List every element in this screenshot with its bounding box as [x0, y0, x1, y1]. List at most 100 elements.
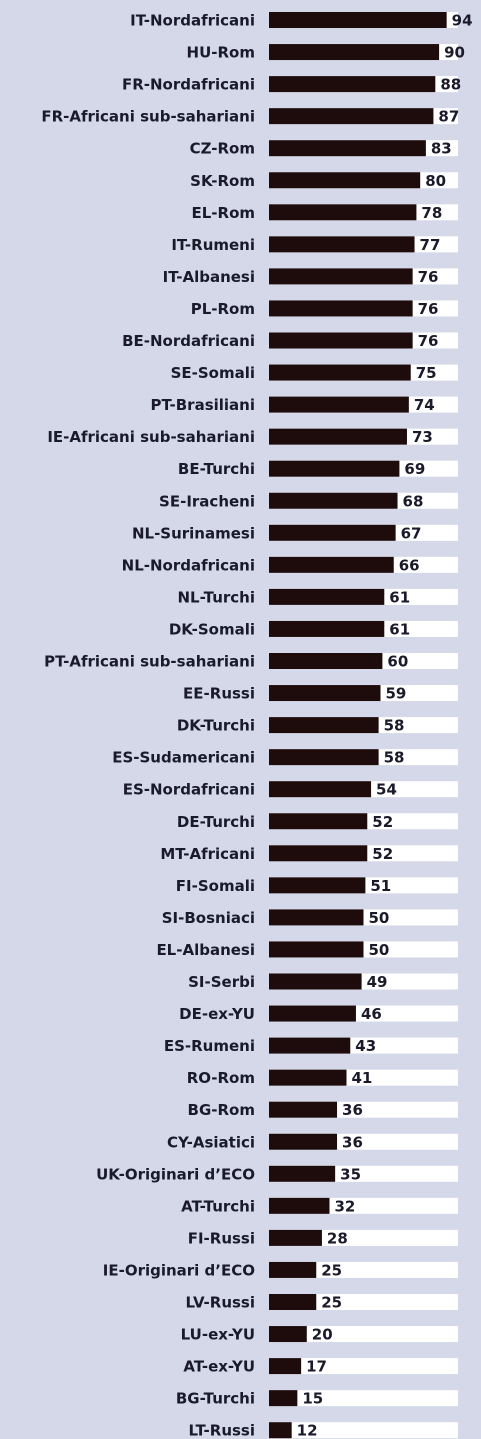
bar	[269, 845, 368, 862]
category-label: AT-Turchi	[181, 1197, 255, 1215]
category-label: IE-Originari d’ECO	[103, 1261, 255, 1279]
category-label: CZ-Rom	[190, 140, 255, 158]
category-label: DK-Turchi	[177, 717, 255, 735]
bar	[269, 717, 379, 734]
category-label: IE-Africani sub-sahariani	[47, 428, 255, 446]
value-label: 58	[384, 749, 405, 767]
bar	[269, 1294, 317, 1310]
value-label: 20	[312, 1326, 333, 1344]
track	[269, 1326, 458, 1343]
bar	[269, 1358, 302, 1375]
value-label: 87	[438, 108, 459, 126]
value-label: 58	[384, 717, 405, 735]
bar	[269, 813, 368, 830]
category-label: ES-Rumeni	[164, 1037, 255, 1055]
value-label: 25	[321, 1294, 342, 1312]
category-label: PT-Brasiliani	[151, 396, 256, 414]
category-label: SK-Rom	[190, 172, 255, 190]
value-label: 50	[369, 909, 390, 927]
bar	[269, 1165, 336, 1182]
value-label: 52	[372, 813, 393, 831]
category-label: LT-Russi	[188, 1422, 255, 1439]
value-label: 43	[355, 1037, 376, 1055]
value-label: 80	[425, 172, 446, 190]
value-label: 90	[444, 44, 465, 62]
bar	[269, 364, 411, 381]
category-label: NL-Surinamesi	[132, 524, 255, 542]
bar	[269, 12, 447, 28]
category-label: MT-Africani	[160, 845, 255, 863]
value-label: 61	[389, 620, 410, 638]
category-label: LV-Russi	[186, 1294, 255, 1312]
category-label: DE-Turchi	[177, 813, 255, 831]
category-label: FI-Somali	[176, 877, 255, 895]
bar	[269, 973, 362, 990]
value-label: 52	[372, 845, 393, 863]
bar	[269, 1197, 330, 1214]
bar	[269, 941, 364, 958]
category-label: ES-Nordafricani	[123, 781, 255, 799]
value-label: 74	[414, 396, 435, 414]
bar	[269, 492, 398, 509]
value-label: 15	[302, 1390, 323, 1408]
bar	[269, 268, 413, 285]
bar	[269, 332, 413, 349]
bar	[269, 749, 379, 766]
category-label: SE-Iracheni	[159, 492, 255, 510]
value-label: 51	[370, 877, 391, 895]
category-label: IT-Nordafricani	[130, 12, 255, 30]
bar	[269, 1037, 351, 1054]
category-label: SE-Somali	[171, 364, 255, 382]
bar	[269, 236, 415, 253]
value-label: 35	[340, 1165, 361, 1183]
value-label: 36	[342, 1133, 363, 1151]
value-label: 54	[376, 781, 397, 799]
value-label: 60	[387, 653, 408, 671]
value-label: 68	[403, 492, 424, 510]
category-label: BE-Turchi	[178, 460, 255, 478]
category-label: FI-Russi	[188, 1229, 255, 1247]
bar	[269, 396, 409, 413]
bar	[269, 172, 421, 189]
track	[269, 1422, 458, 1439]
bar	[269, 556, 394, 573]
bar	[269, 1005, 356, 1022]
bar	[269, 204, 417, 221]
bar	[269, 524, 396, 541]
value-label: 32	[334, 1197, 355, 1215]
bar	[269, 1261, 317, 1278]
category-label: BG-Rom	[188, 1101, 255, 1119]
value-label: 12	[297, 1422, 318, 1439]
bar	[269, 877, 366, 894]
bar	[269, 1229, 322, 1246]
value-label: 69	[404, 460, 425, 478]
value-label: 75	[416, 364, 437, 382]
value-label: 49	[367, 973, 388, 991]
track	[269, 1390, 458, 1407]
bar	[269, 1390, 298, 1407]
category-label: RO-Rom	[187, 1069, 255, 1087]
bar	[269, 909, 364, 926]
category-label: SI-Bosniaci	[162, 909, 255, 927]
bar	[269, 1326, 307, 1343]
value-label: 50	[369, 941, 390, 959]
value-label: 67	[401, 524, 422, 542]
bar	[269, 1069, 347, 1086]
bar	[269, 108, 434, 125]
value-label: 88	[440, 76, 461, 94]
value-label: 28	[327, 1229, 348, 1247]
bar	[269, 653, 383, 669]
category-label: PL-Rom	[191, 300, 255, 318]
value-label: 66	[399, 556, 420, 574]
category-label: FR-Africani sub-sahariani	[41, 108, 255, 126]
value-label: 25	[321, 1261, 342, 1279]
bar	[269, 140, 426, 157]
bar	[269, 1101, 338, 1118]
category-label: EE-Russi	[183, 685, 255, 703]
category-label: ES-Sudamericani	[112, 749, 255, 767]
value-label: 73	[412, 428, 433, 446]
bar	[269, 460, 400, 477]
bar	[269, 300, 413, 317]
bar	[269, 685, 381, 702]
